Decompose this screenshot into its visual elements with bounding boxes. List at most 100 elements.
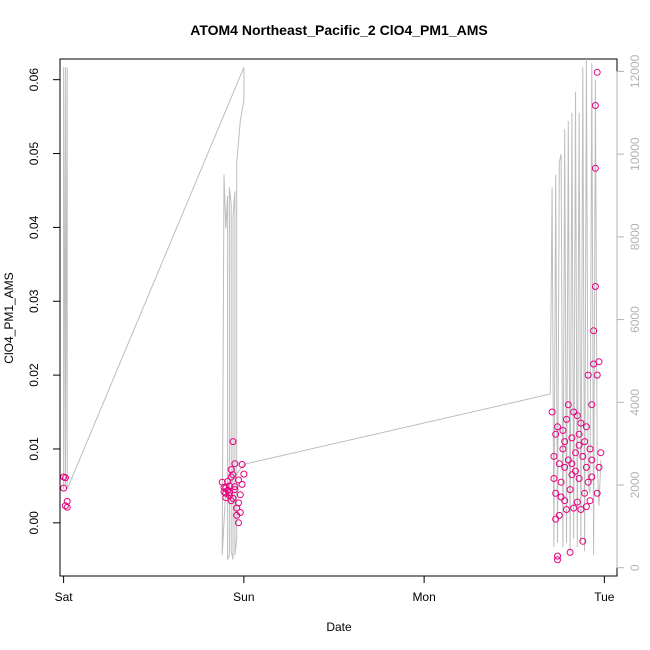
data-point (581, 438, 589, 446)
points-layer (60, 68, 605, 564)
data-point (555, 511, 563, 519)
data-point (568, 460, 576, 468)
data-point (591, 102, 599, 109)
y-axis-title: ClO4_PM1_AMS (2, 272, 16, 363)
data-point (563, 506, 570, 513)
data-point (235, 476, 242, 484)
x-tick-label: Mon (412, 590, 435, 604)
data-point (573, 498, 581, 506)
data-point (572, 449, 579, 457)
data-point (227, 497, 235, 505)
x-tick-label: Tue (594, 590, 615, 604)
secondary-line-layer (63, 58, 602, 560)
data-point (575, 430, 583, 438)
y-tick-label: 0.05 (27, 142, 41, 166)
data-point (582, 463, 590, 471)
data-point (577, 419, 585, 427)
secondary-y-tick-label: 6000 (628, 306, 642, 333)
data-point (225, 489, 233, 496)
data-point (63, 503, 71, 511)
data-point (584, 478, 592, 486)
data-point (236, 509, 244, 516)
data-point (591, 283, 599, 290)
data-point (593, 371, 601, 379)
data-point (548, 408, 556, 416)
data-point (222, 484, 230, 492)
data-point (575, 475, 583, 482)
y-tick-label: 0.02 (27, 363, 41, 387)
x-axis-title: Date (326, 620, 352, 634)
data-point (60, 484, 68, 492)
data-point (554, 556, 561, 564)
data-point (559, 445, 567, 453)
data-point (231, 483, 239, 491)
data-point (564, 456, 572, 464)
secondary-y-tick-label: 4000 (628, 389, 642, 416)
x-axis: Sat Sun Mon Tue (55, 575, 615, 604)
data-point (570, 408, 578, 416)
secondary-y-tick-label: 8000 (628, 223, 642, 250)
plot-frame (59, 58, 618, 577)
data-point (581, 489, 589, 497)
data-point (597, 449, 605, 457)
y-tick-label: 0.03 (27, 289, 41, 313)
data-point (570, 504, 578, 512)
data-point (229, 471, 237, 479)
y-tick-label: 0.01 (27, 437, 41, 461)
data-point (236, 491, 244, 499)
data-point (552, 489, 560, 497)
data-point (550, 452, 558, 460)
data-point (550, 475, 558, 482)
y-axis: 0.00 0.01 0.02 0.03 0.04 0.05 0.06 (27, 68, 61, 535)
secondary-y-axis: 0 2000 4000 6000 8000 10000 12000 (616, 54, 642, 571)
data-point (582, 423, 590, 431)
data-point (590, 327, 598, 335)
data-point (231, 460, 239, 468)
data-point (573, 412, 581, 420)
data-point (557, 478, 565, 486)
data-point (577, 506, 585, 513)
data-point (595, 463, 603, 471)
data-point (568, 471, 576, 479)
data-point (561, 497, 569, 505)
data-point (557, 493, 565, 501)
data-point (593, 68, 601, 76)
data-point (566, 548, 574, 556)
data-point (224, 478, 232, 485)
data-point (235, 499, 242, 507)
y-tick-label: 0.00 (27, 511, 41, 535)
data-point (238, 461, 246, 468)
data-point (559, 427, 567, 434)
data-point (555, 460, 563, 468)
data-point (240, 470, 248, 478)
chart-title: ATOM4 Northeast_Pacific_2 ClO4_PM1_AMS (190, 22, 487, 38)
data-point (586, 445, 594, 453)
y-tick-label: 0.06 (27, 68, 41, 92)
data-point (575, 441, 583, 449)
data-point (568, 434, 576, 442)
data-point (231, 486, 239, 494)
y-tick-label: 0.04 (27, 215, 41, 239)
secondary-y-tick-label: 10000 (628, 137, 642, 171)
data-point (61, 474, 69, 482)
data-point (588, 456, 596, 464)
secondary-series-line (63, 58, 602, 560)
data-point (554, 552, 561, 560)
x-tick-label: Sat (55, 590, 74, 604)
secondary-y-tick-label: 12000 (628, 54, 642, 88)
data-point (222, 494, 230, 502)
data-point (572, 467, 579, 475)
data-point (579, 452, 587, 460)
data-point (595, 358, 603, 366)
secondary-y-tick-label: 2000 (628, 471, 642, 498)
data-point (561, 438, 569, 446)
data-point (579, 537, 587, 545)
data-point (588, 473, 596, 481)
data-point (229, 494, 237, 502)
data-point (61, 502, 69, 510)
data-point (593, 489, 601, 497)
data-point (561, 463, 569, 471)
data-point (552, 430, 560, 438)
data-point (564, 401, 572, 409)
